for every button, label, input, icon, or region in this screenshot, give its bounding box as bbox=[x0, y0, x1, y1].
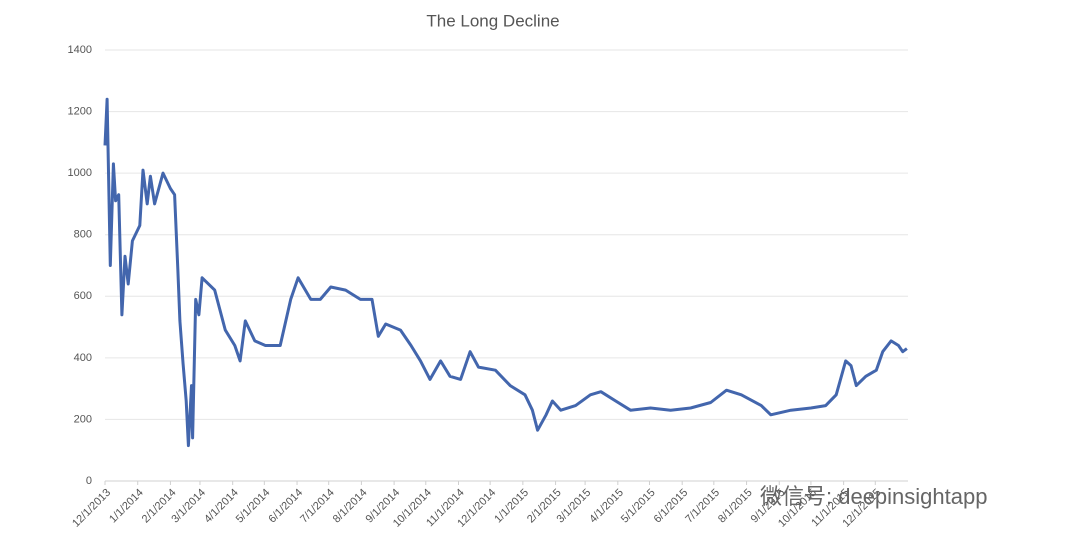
x-tick-label: 8/1/2014 bbox=[331, 487, 370, 526]
watermark: 微信号: deepinsightapp bbox=[760, 484, 987, 509]
y-tick-label: 200 bbox=[74, 413, 92, 425]
x-tick-label: 7/1/2015 bbox=[683, 487, 722, 526]
x-tick-label: 5/1/2015 bbox=[619, 487, 658, 526]
price-line bbox=[103, 97, 908, 448]
y-tick-label: 400 bbox=[74, 352, 92, 364]
x-tick-label: 7/1/2014 bbox=[298, 487, 337, 526]
y-tick-label: 1000 bbox=[68, 167, 92, 179]
x-tick-label: 8/1/2015 bbox=[716, 487, 755, 526]
x-tick-label: 1/1/2015 bbox=[492, 487, 531, 526]
x-tick-label: 1/1/2014 bbox=[107, 487, 146, 526]
y-tick-label: 1200 bbox=[68, 105, 92, 117]
y-tick-label: 1400 bbox=[68, 44, 92, 56]
x-tick-label: 12/1/2013 bbox=[70, 487, 113, 530]
chart-title: The Long Decline bbox=[426, 11, 559, 30]
x-tick-label: 5/1/2014 bbox=[234, 487, 273, 526]
y-tick-label: 0 bbox=[86, 475, 92, 487]
y-tick-label: 600 bbox=[74, 290, 92, 302]
y-tick-label: 800 bbox=[74, 229, 92, 241]
